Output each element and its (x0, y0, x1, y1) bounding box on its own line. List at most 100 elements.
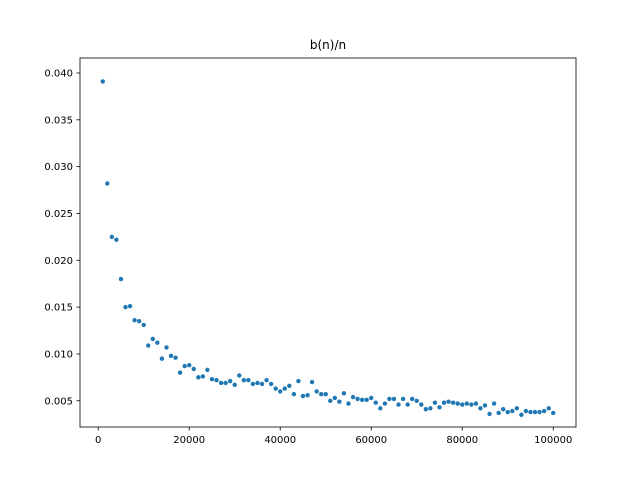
data-point (309, 379, 315, 385)
data-point (528, 409, 533, 415)
data-point (551, 410, 556, 416)
data-point (141, 322, 146, 328)
data-point (223, 380, 228, 386)
data-point (519, 412, 524, 418)
data-point (291, 392, 297, 397)
y-tick-label: 0.015 (44, 303, 73, 314)
data-point (391, 396, 397, 402)
data-point (541, 408, 547, 414)
data-point (378, 406, 383, 411)
data-point (469, 402, 474, 407)
data-point (382, 401, 388, 406)
data-point (227, 378, 233, 384)
data-point (460, 402, 465, 407)
data-point (337, 399, 342, 404)
chart-title: b(n)/n (310, 38, 346, 52)
x-tick-label: 80000 (446, 435, 478, 446)
data-point (191, 366, 196, 372)
data-point (532, 409, 538, 415)
data-point (496, 410, 501, 416)
data-point (187, 362, 192, 368)
data-point (455, 401, 460, 406)
data-point (237, 373, 242, 378)
data-point (282, 386, 287, 391)
data-point (478, 406, 483, 411)
data-point (432, 400, 438, 405)
data-points-group (100, 79, 556, 418)
data-point (396, 402, 401, 407)
data-point (423, 407, 429, 412)
data-point (109, 234, 115, 240)
x-tick-label: 40000 (264, 435, 296, 446)
data-point (332, 395, 338, 401)
data-point (514, 406, 520, 411)
y-tick-label: 0.035 (44, 115, 73, 126)
data-point (400, 396, 406, 402)
x-tick-label: 60000 (355, 435, 387, 446)
data-point (278, 389, 283, 394)
data-point (300, 393, 306, 399)
data-point (246, 377, 251, 383)
data-point (409, 396, 415, 402)
data-point (523, 408, 529, 414)
data-point (414, 398, 419, 403)
data-point (268, 381, 274, 387)
data-point (205, 367, 210, 373)
data-point (359, 397, 365, 403)
data-point (437, 405, 442, 410)
x-tick-label: 20000 (173, 435, 205, 446)
data-point (159, 356, 165, 361)
data-point (318, 392, 324, 397)
data-point (441, 400, 447, 405)
data-point (500, 407, 506, 412)
data-point (537, 409, 542, 415)
data-point (105, 181, 110, 186)
data-point (100, 79, 105, 84)
data-point (491, 401, 497, 406)
x-tick-label: 0 (95, 435, 101, 446)
data-point (350, 394, 356, 400)
data-point (273, 386, 278, 391)
data-point (209, 377, 215, 382)
data-point (123, 304, 128, 310)
data-point (182, 363, 187, 369)
data-point (196, 375, 201, 380)
data-point (250, 381, 256, 387)
data-point (136, 318, 142, 324)
data-point (428, 406, 433, 411)
data-point (214, 377, 219, 383)
data-point (323, 392, 328, 397)
data-point (487, 411, 492, 417)
data-point (369, 395, 374, 401)
data-point (118, 276, 124, 282)
data-point (546, 406, 551, 411)
data-point (510, 408, 515, 414)
data-point (264, 377, 269, 383)
data-point (146, 343, 151, 348)
data-point (155, 340, 160, 345)
x-tick-label: 100000 (534, 435, 572, 446)
data-point (341, 391, 347, 396)
data-point (218, 380, 224, 386)
y-tick-label: 0.030 (44, 162, 73, 173)
x-axis: 0 20000 40000 60000 80000 100000 (95, 427, 572, 446)
data-point (473, 401, 479, 406)
data-point (173, 355, 178, 360)
data-point (505, 409, 510, 415)
plot-area-frame (79, 57, 577, 428)
data-point (241, 377, 247, 383)
data-point (364, 397, 369, 403)
data-point (296, 378, 301, 384)
data-point (464, 401, 469, 406)
y-tick-label: 0.010 (44, 349, 73, 360)
data-point (346, 401, 351, 406)
data-point (259, 381, 265, 387)
data-point (450, 400, 456, 405)
data-point (328, 398, 333, 403)
data-point (287, 383, 292, 388)
y-axis: 0.005 0.010 0.015 0.020 0.025 0.030 0.035 0.040 (44, 68, 80, 407)
y-tick-label: 0.040 (44, 68, 73, 79)
data-point (132, 318, 137, 323)
